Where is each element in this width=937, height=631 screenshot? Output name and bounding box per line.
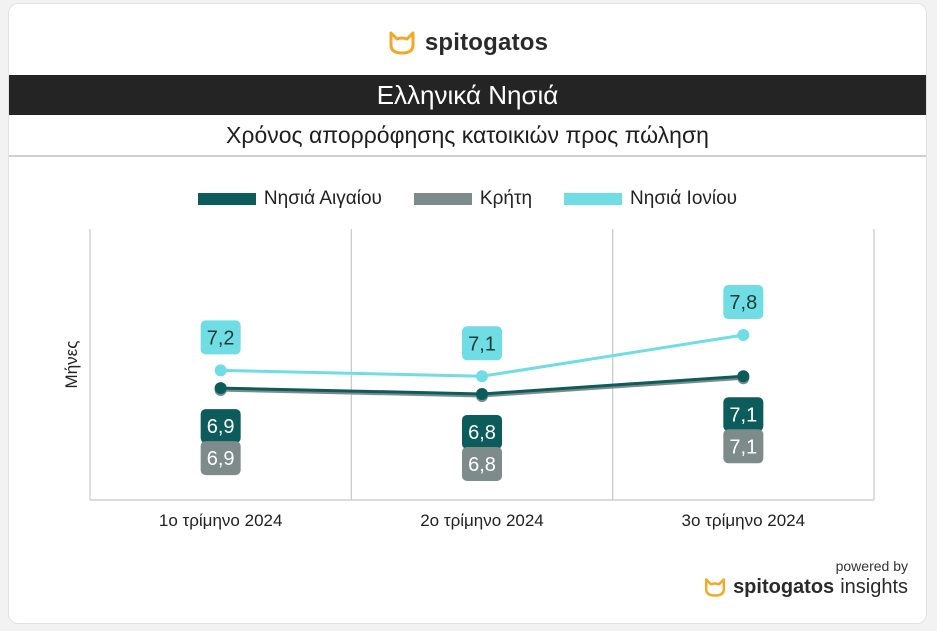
data-label-badge <box>723 285 764 320</box>
legend: Νησιά Αιγαίου Κρήτη Νησιά Ιονίου <box>9 185 926 213</box>
chart-card: spitogatos Ελληνικά Νησιά Χρόνος απορρόφ… <box>8 3 927 624</box>
data-point[interactable] <box>476 370 488 383</box>
line-chart: 1ο τρίμηνο 2024 2ο τρίμηνο 2024 3ο τρίμηνο… <box>62 229 875 530</box>
x-tick-label: 1ο τρίμηνο 2024 <box>159 511 283 530</box>
legend-label-ionian: Νησιά Ιονίου <box>630 188 738 209</box>
data-label: 7,1 <box>729 404 757 426</box>
data-label: 7,1 <box>729 436 757 458</box>
legend-item-crete[interactable]: Κρήτη <box>413 188 533 210</box>
legend-label-aegean: Νησιά Αιγαίου <box>263 188 382 209</box>
data-label-badge <box>462 326 502 361</box>
x-tick-label: 3ο τρίμηνο 2024 <box>682 511 806 530</box>
y-axis-label: Μήνες <box>62 341 81 389</box>
powered-by-label: powered by <box>835 558 908 574</box>
chart-subtitle: Χρόνος απορρόφησης κατοικιών προς πώληση <box>9 115 926 157</box>
data-label: 6,8 <box>468 422 496 444</box>
footer-branding: powered by spitogatos insights <box>703 558 908 599</box>
footer-brand: spitogatos insights <box>703 576 908 599</box>
data-label: 7,8 <box>729 292 757 314</box>
data-label: 7,1 <box>468 333 496 355</box>
data-label: 6,9 <box>207 416 235 438</box>
data-label-badge <box>462 414 502 449</box>
footer-brand-name: spitogatos <box>733 576 835 598</box>
data-label: 6,9 <box>207 448 235 470</box>
brand-name: spitogatos <box>424 29 549 56</box>
data-label: 7,2 <box>207 327 235 349</box>
data-point[interactable] <box>476 387 488 400</box>
data-label: 6,8 <box>468 454 496 476</box>
data-point[interactable] <box>737 370 750 383</box>
cat-icon <box>389 31 415 55</box>
legend-swatch-aegean <box>197 193 256 205</box>
legend-label-crete: Κρήτη <box>479 188 533 209</box>
data-label-badge <box>723 397 764 432</box>
data-label-badge <box>723 429 764 464</box>
x-tick-label: 2ο τρίμηνο 2024 <box>420 511 544 530</box>
footer-brand-suffix: insights <box>840 576 908 598</box>
legend-item-aegean[interactable]: Νησιά Αιγαίου <box>197 188 382 210</box>
brand-header: spitogatos <box>9 26 926 60</box>
legend-swatch-ionian <box>564 193 623 205</box>
data-label-badge <box>200 441 241 476</box>
data-point[interactable] <box>214 382 227 395</box>
data-label-badge <box>200 320 241 355</box>
cat-icon <box>705 578 726 597</box>
data-point[interactable] <box>737 329 750 342</box>
data-label-badge <box>462 446 502 481</box>
legend-swatch-crete <box>413 193 472 205</box>
data-point[interactable] <box>214 364 227 377</box>
page-title: Ελληνικά Νησιά <box>9 75 926 115</box>
legend-item-ionian[interactable]: Νησιά Ιονίου <box>564 188 737 210</box>
data-label-badge <box>200 409 241 444</box>
